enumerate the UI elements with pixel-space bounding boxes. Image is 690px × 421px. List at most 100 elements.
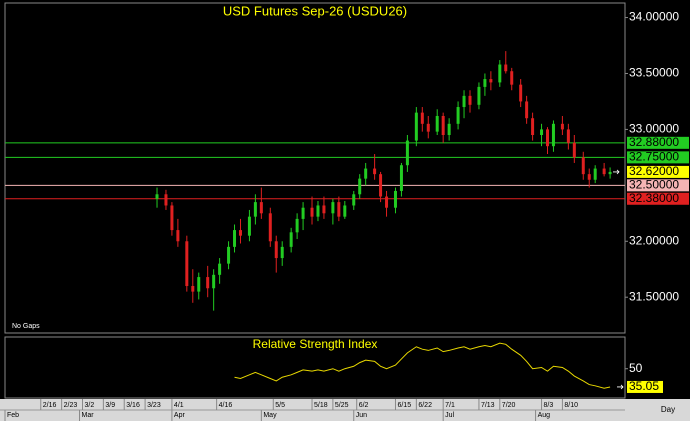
candle-body <box>504 64 508 72</box>
level-label: 32.38000 <box>629 191 679 205</box>
candle-body <box>316 205 320 217</box>
x-tick-label: 7/13 <box>481 402 495 409</box>
candle-body <box>295 218 299 233</box>
rsi-title: Relative Strength Index <box>253 337 378 351</box>
rsi-panel <box>4 336 626 399</box>
level-label: 32.50000 <box>629 178 679 192</box>
candle-body <box>420 112 424 124</box>
candle-body <box>510 71 514 85</box>
candle-body <box>560 123 564 130</box>
level-box <box>627 179 689 192</box>
candle-body <box>519 84 523 102</box>
candle-body <box>331 202 335 214</box>
level-label: 32.75000 <box>629 150 679 164</box>
candle-body <box>289 232 293 247</box>
candle-body <box>405 140 409 166</box>
candle-body <box>268 213 272 242</box>
candle-body <box>587 174 591 180</box>
y-tick-label: 33.50000 <box>629 66 679 80</box>
candle-body <box>176 230 180 242</box>
x-unit: Day <box>661 405 675 414</box>
candle-body <box>414 112 418 141</box>
candle-body <box>608 171 612 175</box>
candle-body <box>435 115 439 132</box>
last-price-box <box>627 165 689 178</box>
price-panel <box>4 2 626 334</box>
y-tick-label: 34.00000 <box>629 10 679 24</box>
x-tick-label: 6/22 <box>418 402 432 409</box>
candle-body <box>602 168 606 175</box>
candle-body <box>352 194 356 206</box>
x-tick-label: 3/16 <box>126 402 140 409</box>
candle-body <box>399 165 403 191</box>
rsi-last-arrow <box>617 384 624 390</box>
candle-body <box>477 86 481 105</box>
x-tick-label: 8/10 <box>564 402 578 409</box>
candle-body <box>581 157 585 175</box>
level-box <box>627 192 689 205</box>
candle-body <box>247 216 251 236</box>
month-label: Feb <box>7 412 19 419</box>
x-tick-label: 8/3 <box>544 402 554 409</box>
x-tick-label: 3/2 <box>85 402 95 409</box>
candle-body <box>462 95 466 108</box>
candle-body <box>337 202 341 217</box>
candle-body <box>373 168 377 175</box>
candle-body <box>498 64 502 83</box>
x-tick-label: 3/9 <box>105 402 115 409</box>
last-price-label: 32.62000 <box>629 164 679 178</box>
candle-body <box>191 286 195 292</box>
rsi-last-label: 35.05 <box>629 379 659 393</box>
candle-body <box>566 129 570 143</box>
level-box <box>627 151 689 164</box>
candle-body <box>358 178 362 195</box>
candle-body <box>301 207 305 219</box>
candle-body <box>233 230 237 247</box>
candle-body <box>441 115 445 135</box>
gap-note: No Gaps <box>12 323 40 330</box>
level-label: 32.88000 <box>629 135 679 149</box>
month-label: Apr <box>174 412 186 419</box>
candle-body <box>185 241 189 287</box>
month-label: Jun <box>356 412 367 419</box>
candle-body <box>280 246 284 259</box>
candle-body <box>238 230 242 236</box>
candle-body <box>322 205 326 214</box>
month-label: Aug <box>538 412 551 419</box>
candle-body <box>218 263 222 275</box>
x-tick-label: 6/15 <box>397 402 411 409</box>
last-price-arrow <box>613 169 620 175</box>
candle-body <box>456 107 460 124</box>
month-label: Jul <box>445 412 454 419</box>
candle-body <box>551 123 555 147</box>
candle-body <box>393 190 397 208</box>
candle-body <box>274 241 278 259</box>
x-tick-label: 7/20 <box>502 402 516 409</box>
candle-body <box>447 123 451 135</box>
rsi-tick-label: 50 <box>629 361 643 375</box>
candle-body <box>310 207 314 217</box>
candle-body <box>155 194 159 199</box>
candle-body <box>426 123 430 132</box>
candle-body <box>212 274 216 289</box>
x-tick-label: 2/23 <box>64 402 78 409</box>
candle-body <box>259 202 263 214</box>
candle-body <box>483 79 487 87</box>
candle-body <box>164 194 168 206</box>
y-tick-label: 33.00000 <box>629 122 679 136</box>
rsi-line <box>234 342 611 389</box>
x-tick-label: 5/18 <box>314 402 328 409</box>
x-tick-label: 6/2 <box>359 402 369 409</box>
x-tick-label: 5/25 <box>335 402 349 409</box>
candle-body <box>468 95 472 105</box>
candle-body <box>364 168 368 179</box>
candle-body <box>572 142 576 158</box>
level-box <box>627 136 689 149</box>
candle-body <box>253 202 257 217</box>
x-tick-label: 7/1 <box>445 402 455 409</box>
candle-body <box>546 129 549 147</box>
y-tick-label: 32.00000 <box>629 233 679 247</box>
x-tick-label: 4/16 <box>219 402 233 409</box>
chart-title: USD Futures Sep-26 (USDU26) <box>223 3 407 18</box>
